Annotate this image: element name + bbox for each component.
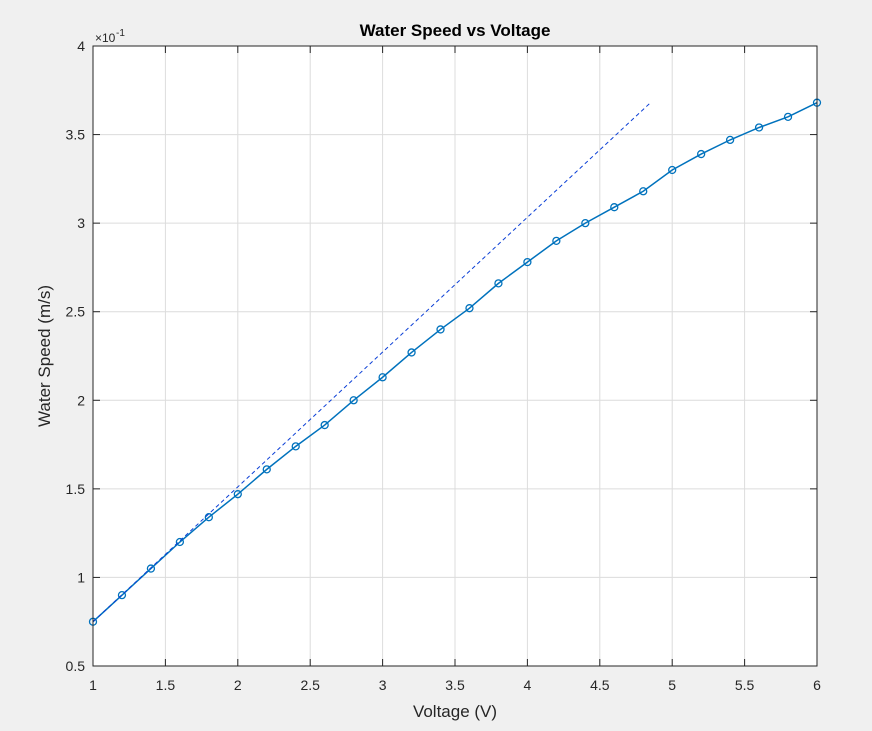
- data-point: [668, 165, 677, 175]
- x-tick-label: 3.5: [445, 677, 465, 693]
- y-exponent-base: ×10: [95, 31, 116, 45]
- data-point: [262, 465, 271, 474]
- data-point: [610, 203, 619, 212]
- data-point: [523, 257, 532, 267]
- y-exponent: ×10 -1: [95, 28, 125, 45]
- data-point: [320, 420, 329, 430]
- data-point: [378, 373, 387, 382]
- grid: [93, 46, 817, 666]
- x-tick-label: 5: [668, 677, 676, 693]
- data-point: [725, 135, 735, 145]
- series-layer: [88, 98, 822, 626]
- data-point: [175, 537, 185, 547]
- y-tick-label: 4: [77, 38, 85, 54]
- data-point: [349, 396, 358, 405]
- x-tick-label: 3: [379, 677, 387, 693]
- data-point: [581, 218, 590, 228]
- y-exponent-power: -1: [116, 28, 125, 39]
- chart-title: Water Speed vs Voltage: [360, 21, 551, 40]
- x-axis-label: Voltage (V): [413, 702, 497, 721]
- y-tick-label: 1: [77, 569, 85, 585]
- data-point: [117, 590, 127, 600]
- x-tick-label: 4: [524, 677, 532, 693]
- x-tick-label: 2.5: [300, 677, 320, 693]
- data-point: [146, 564, 156, 573]
- x-tick-label: 2: [234, 677, 242, 693]
- data-point: [697, 149, 706, 159]
- x-tick-label: 6: [813, 677, 821, 693]
- data-point: [494, 279, 503, 288]
- y-tick-label: 2.5: [66, 304, 86, 320]
- series-line: [92, 102, 818, 623]
- y-tick-label: 0.5: [66, 658, 86, 674]
- x-tick-label: 1: [89, 677, 97, 693]
- data-point: [407, 348, 416, 357]
- data-point: [754, 123, 764, 132]
- x-tick-label: 4.5: [590, 677, 610, 693]
- y-tick-label: 2: [77, 392, 85, 408]
- data-point: [436, 325, 445, 334]
- y-tick-label: 3.5: [66, 127, 86, 143]
- y-axis-label: Water Speed (m/s): [35, 285, 54, 427]
- x-tick-label: 1.5: [156, 677, 176, 693]
- ticks: [92, 45, 818, 667]
- data-point: [783, 112, 793, 122]
- data-point: [465, 304, 474, 313]
- data-point: [204, 513, 213, 522]
- data-point: [639, 187, 648, 196]
- data-point: [552, 236, 561, 246]
- tick-labels: 1 1.5 2 2.5 3 3.5 4 4.5 5 5.5 60.511.522.533.54: [66, 38, 822, 693]
- y-tick-label: 3: [77, 215, 85, 231]
- data-point: [233, 490, 242, 499]
- series-dashed-line: [92, 102, 651, 623]
- x-tick-label: 5.5: [735, 677, 755, 693]
- data-point: [291, 442, 300, 451]
- y-tick-label: 1.5: [66, 481, 86, 497]
